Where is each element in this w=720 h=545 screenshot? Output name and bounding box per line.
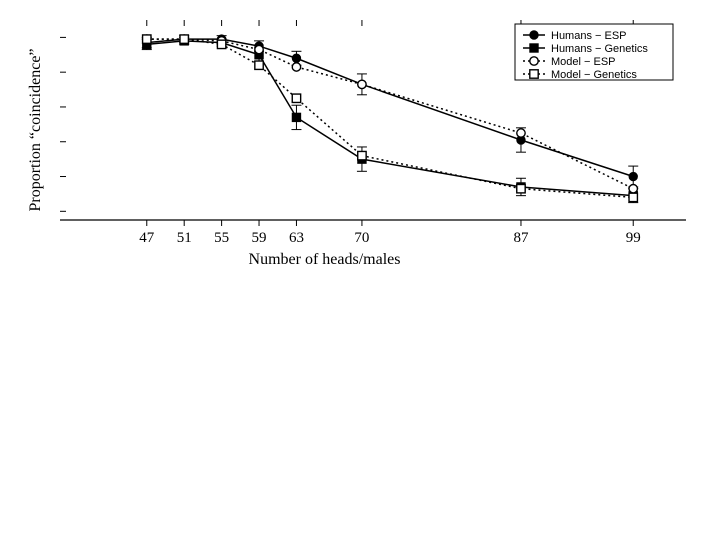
- marker-circle-filled: [292, 54, 300, 62]
- x-tick-label: 87: [513, 230, 529, 246]
- marker-square-open: [143, 35, 151, 43]
- x-tick-label: 59: [252, 230, 267, 246]
- marker-square-open: [255, 61, 263, 69]
- marker-square-open: [180, 35, 188, 43]
- x-tick-label: 51: [177, 230, 192, 246]
- marker-square-filled: [292, 113, 300, 121]
- legend-label: Humans − ESP: [551, 30, 627, 42]
- x-tick-label: 70: [354, 230, 369, 246]
- marker-square-open: [292, 94, 300, 102]
- x-tick-label: 63: [289, 230, 304, 246]
- marker-circle-open: [530, 57, 538, 65]
- marker-circle-filled: [629, 172, 637, 180]
- marker-circle-open: [292, 63, 300, 71]
- x-axis-label: Number of heads/males: [249, 251, 401, 268]
- marker-circle-open: [255, 45, 263, 53]
- marker-square-open: [530, 70, 538, 78]
- marker-circle-open: [358, 80, 366, 88]
- x-tick-label: 55: [214, 230, 229, 246]
- legend-label: Model − ESP: [551, 56, 616, 68]
- marker-square-open: [629, 193, 637, 201]
- legend-label: Humans − Genetics: [551, 43, 648, 55]
- chart-container: 47 51 55 59 63 70 87 99 Number of heads/males Pro…: [0, 0, 720, 540]
- marker-square-open: [217, 40, 225, 48]
- marker-square-open: [517, 184, 525, 192]
- marker-circle-filled: [530, 31, 538, 39]
- x-tick-label: 47: [139, 230, 155, 246]
- marker-square-open: [358, 151, 366, 159]
- legend-label: Model − Genetics: [551, 69, 637, 81]
- chart-svg: 47 51 55 59 63 70 87 99 Number of heads/males Pro…: [0, 0, 720, 540]
- marker-circle-open: [517, 129, 525, 137]
- marker-circle-open: [629, 184, 637, 192]
- x-tick-label: 99: [626, 230, 641, 246]
- y-axis-label: Proportion “coincidence”: [27, 48, 44, 211]
- marker-square-filled: [530, 44, 538, 52]
